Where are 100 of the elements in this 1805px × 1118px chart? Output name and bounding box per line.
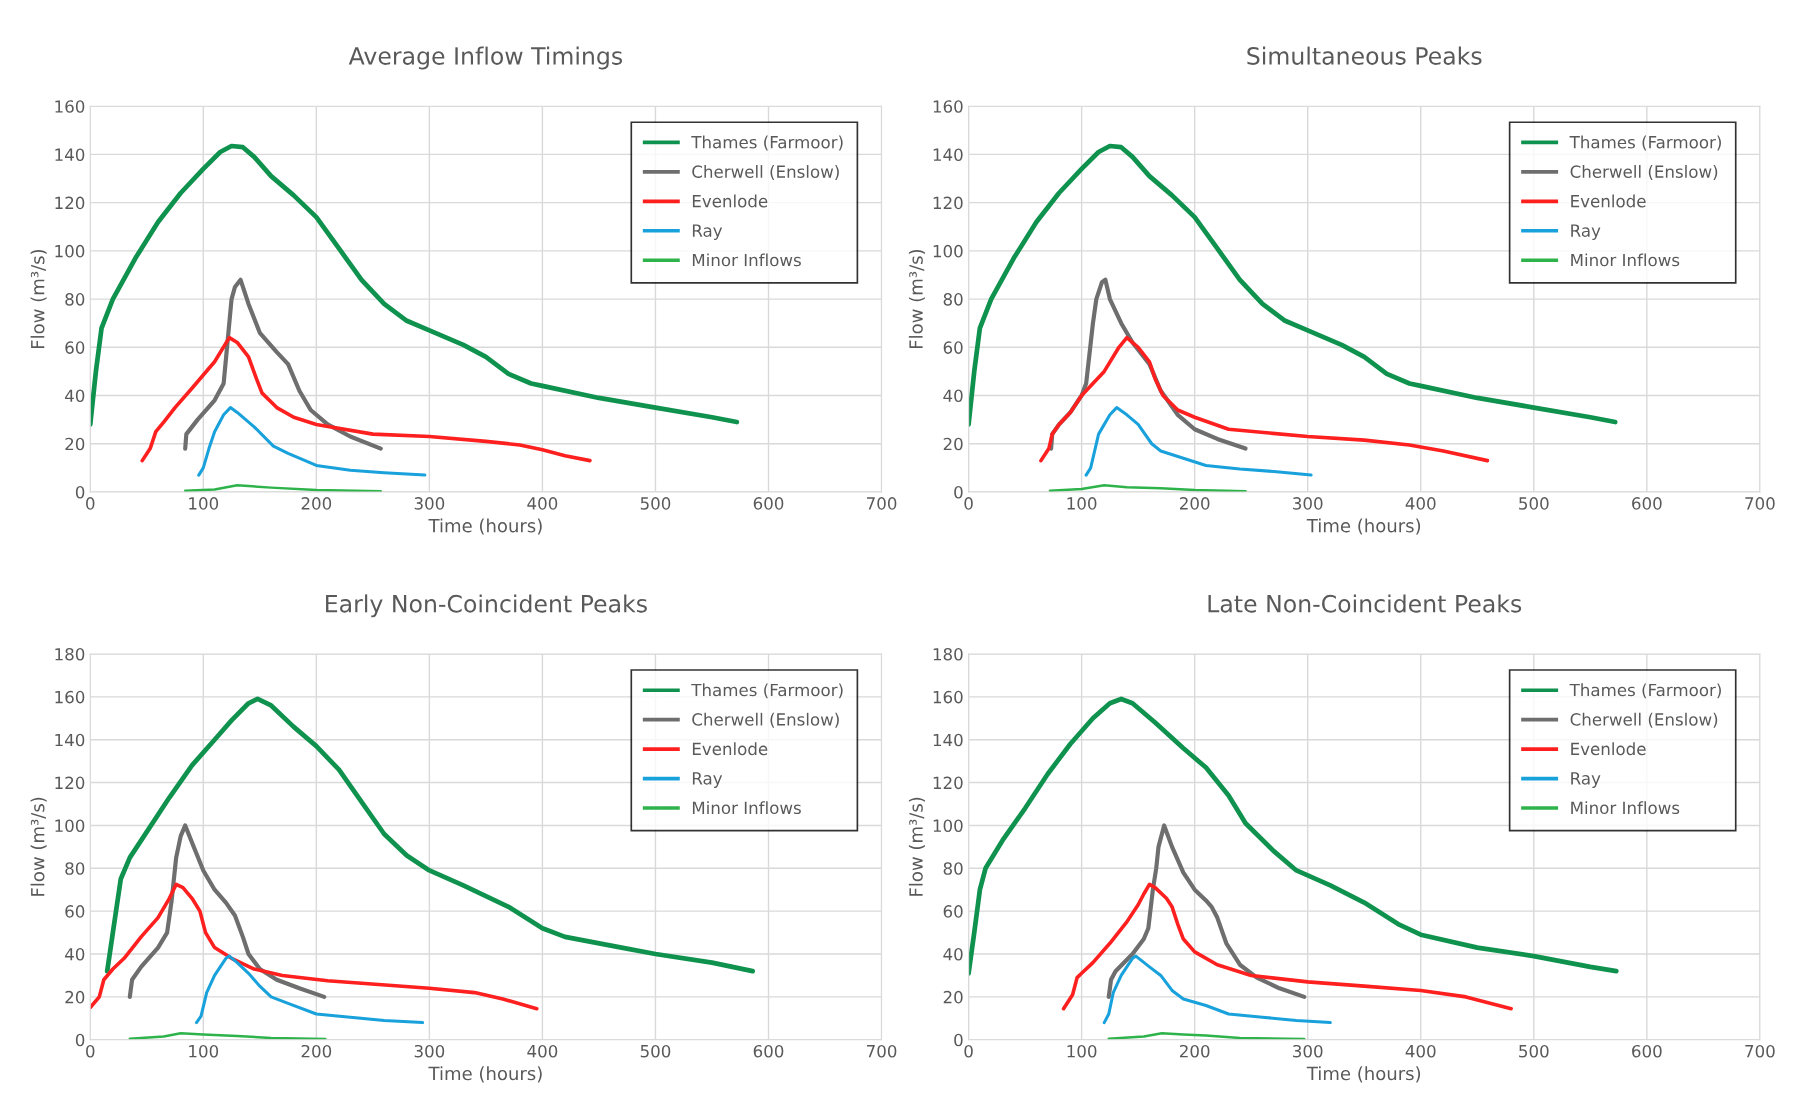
line-series xyxy=(183,277,383,451)
legend-label: Ray xyxy=(1571,224,1601,241)
chart-title: Simultaneous Peaks xyxy=(1247,46,1482,65)
y-tick-label: 160 xyxy=(933,690,963,704)
y-tick-label: 60 xyxy=(65,905,85,918)
x-tick-label: 700 xyxy=(867,1044,897,1058)
y-axis-title: Flow (m³/s) xyxy=(30,797,47,896)
y-axis-title: Flow (m³/s) xyxy=(30,249,47,348)
chart-title: Late Non-Coincident Peaks xyxy=(1208,594,1522,613)
y-tick-label: 140 xyxy=(933,148,963,161)
legend-label: Thames (Farmoor) xyxy=(1569,683,1721,699)
line-series xyxy=(183,483,383,492)
x-tick-label: 500 xyxy=(1519,1044,1549,1058)
y-tick-label: 160 xyxy=(55,100,85,113)
x-tick-label: 500 xyxy=(1519,497,1549,510)
x-tick-label: 100 xyxy=(189,1044,219,1058)
y-tick-label: 80 xyxy=(65,862,85,875)
line-series xyxy=(90,882,539,1011)
line-series xyxy=(1084,406,1313,477)
y-tick-label: 100 xyxy=(55,819,85,832)
x-tick-label: 500 xyxy=(640,497,671,510)
x-tick-label: 400 xyxy=(527,497,558,510)
y-tick-label: 140 xyxy=(55,148,85,161)
x-axis-title: Time (hours) xyxy=(428,518,542,535)
y-tick-label: 20 xyxy=(65,990,85,1004)
x-tick-label: 400 xyxy=(1405,497,1436,510)
y-tick-label: 180 xyxy=(55,647,85,661)
y-tick-label: 80 xyxy=(943,862,963,875)
legend-label: Thames (Farmoor) xyxy=(691,135,843,151)
x-tick-label: 200 xyxy=(1179,497,1210,510)
y-tick-label: 40 xyxy=(65,947,85,961)
x-tick-label: 200 xyxy=(301,497,332,510)
x-tick-label: 300 xyxy=(1293,497,1323,510)
x-tick-label: 0 xyxy=(86,497,95,510)
y-tick-label: 120 xyxy=(933,196,963,210)
y-tick-label: 120 xyxy=(933,776,963,790)
y-tick-label: 0 xyxy=(954,1033,963,1047)
y-tick-label: 120 xyxy=(55,196,85,210)
y-tick-label: 40 xyxy=(943,947,963,961)
y-tick-label: 60 xyxy=(943,341,963,354)
legend-label: Ray xyxy=(692,772,723,788)
x-tick-label: 200 xyxy=(301,1044,332,1058)
x-tick-label: 100 xyxy=(1067,497,1097,510)
legend-label: Evenlode xyxy=(692,194,768,208)
x-tick-label: 400 xyxy=(1405,1044,1436,1058)
y-tick-label: 80 xyxy=(943,293,963,306)
x-axis-title: Time (hours) xyxy=(1306,518,1421,535)
y-tick-label: 140 xyxy=(55,733,85,747)
legend-label: Evenlode xyxy=(692,742,768,756)
x-tick-label: 100 xyxy=(1067,1044,1097,1058)
legend-label: Minor Inflows xyxy=(1571,801,1680,815)
y-tick-label: 20 xyxy=(65,437,85,451)
y-tick-label: 120 xyxy=(55,776,85,790)
y-tick-label: 60 xyxy=(65,341,85,354)
line-series xyxy=(197,406,427,477)
line-series xyxy=(1106,823,1307,999)
legend-label: Cherwell (Enslow) xyxy=(692,165,839,180)
legend-label: Cherwell (Enslow) xyxy=(1570,712,1718,728)
y-tick-label: 60 xyxy=(943,905,963,918)
y-tick-label: 40 xyxy=(943,389,963,403)
x-tick-label: 400 xyxy=(527,1044,558,1058)
chart-title: Early Non-Coincident Peaks xyxy=(326,594,647,618)
x-tick-label: 600 xyxy=(1632,497,1662,510)
x-tick-label: 500 xyxy=(640,1044,671,1058)
legend-label: Minor Inflows xyxy=(1571,253,1680,267)
y-tick-label: 0 xyxy=(75,1033,85,1047)
y-tick-label: 160 xyxy=(933,100,963,113)
line-series xyxy=(1102,954,1332,1025)
line-series xyxy=(1048,483,1247,492)
y-tick-label: 100 xyxy=(55,244,85,258)
y-tick-label: 160 xyxy=(55,690,85,704)
y-tick-label: 20 xyxy=(943,437,963,451)
y-axis-title: Flow (m³/s) xyxy=(908,249,925,348)
line-series xyxy=(194,954,425,1025)
x-tick-label: 700 xyxy=(1745,497,1775,510)
x-tick-label: 0 xyxy=(86,1044,95,1058)
x-tick-label: 300 xyxy=(414,497,445,510)
x-tick-label: 0 xyxy=(964,497,973,510)
legend-label: Thames (Farmoor) xyxy=(691,683,843,699)
legend-label: Ray xyxy=(1571,772,1601,788)
x-tick-label: 700 xyxy=(1745,1044,1775,1058)
line-series xyxy=(1061,882,1513,1011)
y-tick-label: 20 xyxy=(943,990,963,1004)
legend-label: Minor Inflows xyxy=(692,253,801,267)
legend-label: Evenlode xyxy=(1571,194,1646,208)
line-series xyxy=(127,823,327,999)
x-axis-title: Time (hours) xyxy=(1306,1066,1421,1083)
x-tick-label: 0 xyxy=(964,1044,973,1058)
legend-label: Ray xyxy=(692,224,723,241)
y-tick-label: 100 xyxy=(933,244,963,258)
x-tick-label: 300 xyxy=(1293,1044,1323,1058)
x-tick-label: 700 xyxy=(867,497,897,510)
x-tick-label: 200 xyxy=(1179,1044,1210,1058)
y-tick-label: 0 xyxy=(954,485,963,499)
line-series xyxy=(140,335,592,463)
y-tick-label: 140 xyxy=(933,733,963,747)
x-tick-label: 300 xyxy=(414,1044,445,1058)
x-axis-title: Time (hours) xyxy=(428,1066,542,1083)
legend-label: Cherwell (Enslow) xyxy=(1570,165,1718,180)
line-series xyxy=(1039,335,1490,463)
